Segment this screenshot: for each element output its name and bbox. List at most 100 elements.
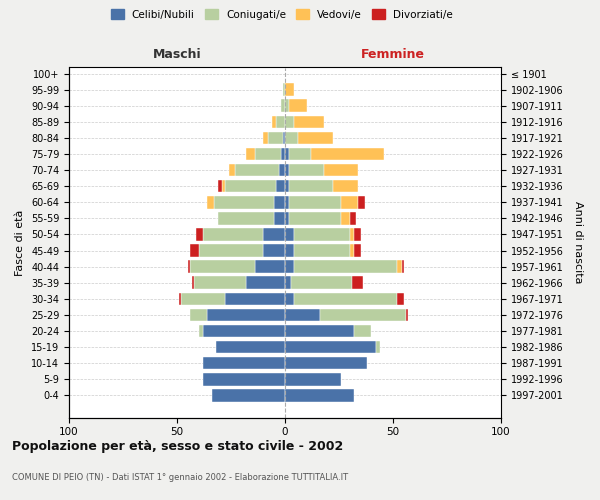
Text: COMUNE DI PEIO (TN) - Dati ISTAT 1° gennaio 2002 - Elaborazione TUTTITALIA.IT: COMUNE DI PEIO (TN) - Dati ISTAT 1° genn… — [12, 473, 348, 482]
Bar — [281, 100, 285, 112]
Bar — [289, 164, 324, 176]
Bar — [274, 196, 285, 208]
Bar — [289, 180, 332, 192]
Bar — [199, 244, 263, 257]
Bar — [354, 228, 361, 240]
Bar — [203, 324, 285, 337]
Bar — [376, 341, 380, 353]
Bar — [277, 116, 285, 128]
Bar — [397, 292, 404, 305]
Bar — [285, 373, 341, 386]
Bar — [207, 308, 285, 321]
Bar — [358, 196, 365, 208]
Bar — [190, 244, 199, 257]
Bar — [285, 260, 293, 273]
Bar — [272, 116, 277, 128]
Y-axis label: Fasce di età: Fasce di età — [16, 210, 25, 276]
Bar — [224, 180, 277, 192]
Bar — [188, 260, 190, 273]
Bar — [285, 84, 293, 96]
Bar — [283, 84, 285, 96]
Bar — [401, 260, 404, 273]
Bar — [293, 260, 397, 273]
Bar — [263, 228, 285, 240]
Bar — [263, 244, 285, 257]
Bar — [194, 276, 246, 289]
Bar — [285, 292, 293, 305]
Bar — [293, 292, 397, 305]
Bar — [298, 132, 332, 144]
Bar — [285, 180, 289, 192]
Bar — [285, 116, 293, 128]
Bar — [289, 100, 307, 112]
Bar — [212, 389, 285, 402]
Bar — [223, 180, 224, 192]
Bar — [246, 276, 285, 289]
Bar — [285, 212, 289, 224]
Bar — [179, 292, 181, 305]
Bar — [292, 276, 352, 289]
Bar — [218, 212, 274, 224]
Text: Popolazione per età, sesso e stato civile - 2002: Popolazione per età, sesso e stato civil… — [12, 440, 343, 453]
Bar — [192, 276, 194, 289]
Bar — [289, 148, 311, 160]
Bar — [224, 292, 285, 305]
Bar — [199, 324, 203, 337]
Text: Femmine: Femmine — [361, 48, 425, 60]
Bar — [196, 228, 203, 240]
Bar — [293, 116, 324, 128]
Bar — [218, 180, 223, 192]
Bar — [293, 228, 350, 240]
Bar — [268, 132, 283, 144]
Y-axis label: Anni di nascita: Anni di nascita — [573, 201, 583, 283]
Bar — [397, 260, 401, 273]
Bar — [190, 308, 207, 321]
Bar — [203, 373, 285, 386]
Bar — [285, 308, 320, 321]
Bar — [285, 100, 289, 112]
Bar — [350, 244, 354, 257]
Bar — [320, 308, 406, 321]
Bar — [255, 148, 281, 160]
Bar — [285, 244, 293, 257]
Bar — [285, 276, 292, 289]
Bar — [274, 212, 285, 224]
Bar — [341, 196, 358, 208]
Bar — [285, 164, 289, 176]
Bar — [203, 228, 263, 240]
Bar — [350, 212, 356, 224]
Bar — [285, 148, 289, 160]
Bar — [229, 164, 235, 176]
Bar — [207, 196, 214, 208]
Bar — [311, 148, 385, 160]
Bar — [190, 260, 255, 273]
Bar — [285, 228, 293, 240]
Bar — [293, 244, 350, 257]
Bar — [285, 132, 298, 144]
Bar — [235, 164, 278, 176]
Bar — [246, 148, 255, 160]
Bar — [263, 132, 268, 144]
Bar — [285, 324, 354, 337]
Bar — [289, 196, 341, 208]
Bar — [285, 341, 376, 353]
Bar — [278, 164, 285, 176]
Bar — [354, 244, 361, 257]
Bar — [285, 357, 367, 370]
Legend: Celibi/Nubili, Coniugati/e, Vedovi/e, Divorziati/e: Celibi/Nubili, Coniugati/e, Vedovi/e, Di… — [107, 5, 457, 24]
Bar — [214, 196, 274, 208]
Bar — [289, 212, 341, 224]
Bar — [350, 228, 354, 240]
Bar — [281, 148, 285, 160]
Bar — [285, 389, 354, 402]
Bar — [341, 212, 350, 224]
Bar — [203, 357, 285, 370]
Bar — [283, 132, 285, 144]
Bar — [255, 260, 285, 273]
Bar — [332, 180, 358, 192]
Bar — [406, 308, 408, 321]
Bar — [277, 180, 285, 192]
Bar — [352, 276, 363, 289]
Bar — [216, 341, 285, 353]
Bar — [285, 196, 289, 208]
